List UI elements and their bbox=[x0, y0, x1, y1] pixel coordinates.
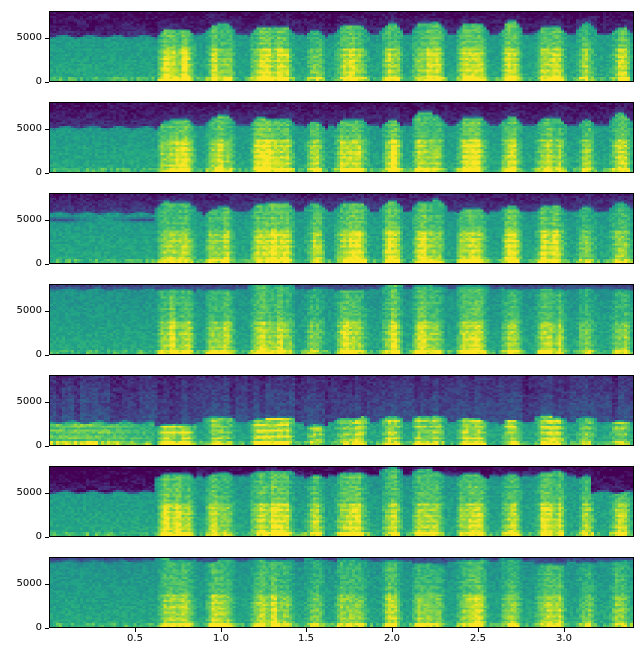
y-tick-label: 5000 bbox=[16, 487, 42, 498]
x-tick-mark bbox=[221, 628, 222, 632]
y-tick-label: 5000 bbox=[16, 214, 42, 225]
y-tick-label: 0 bbox=[35, 349, 42, 360]
y-tick-mark bbox=[45, 584, 49, 585]
y-tick-mark bbox=[45, 38, 49, 39]
spectrogram-heatmap-3 bbox=[50, 194, 633, 263]
y-tick-mark bbox=[45, 493, 49, 494]
x-tick-label: 3.0 bbox=[556, 633, 572, 644]
y-tick-mark bbox=[45, 129, 49, 130]
y-tick-mark bbox=[45, 446, 49, 447]
x-tick-mark bbox=[564, 628, 565, 632]
y-tick-label: 0 bbox=[35, 167, 42, 178]
spectrogram-heatmap-4 bbox=[50, 285, 633, 354]
x-tick-mark bbox=[135, 628, 136, 632]
y-tick-label: 0 bbox=[35, 258, 42, 269]
x-tick-label: 0.5 bbox=[127, 633, 143, 644]
spectrogram-panel-5 bbox=[49, 375, 634, 446]
y-tick-label: 5000 bbox=[16, 305, 42, 316]
y-tick-mark bbox=[45, 628, 49, 629]
x-tick-label: 2.5 bbox=[470, 633, 486, 644]
y-tick-mark bbox=[45, 311, 49, 312]
y-tick-mark bbox=[45, 82, 49, 83]
y-tick-mark bbox=[45, 537, 49, 538]
y-tick-label: 0 bbox=[35, 440, 42, 451]
x-tick-mark bbox=[478, 628, 479, 632]
spectrogram-heatmap-7 bbox=[50, 558, 633, 627]
y-tick-label: 5000 bbox=[16, 578, 42, 589]
spectrogram-heatmap-6 bbox=[50, 467, 633, 536]
y-tick-label: 5000 bbox=[16, 396, 42, 407]
spectrogram-panel-4 bbox=[49, 284, 634, 355]
spectrogram-heatmap-1 bbox=[50, 12, 633, 81]
x-tick-label: 1.5 bbox=[298, 633, 314, 644]
y-tick-mark bbox=[45, 355, 49, 356]
y-tick-label: 0 bbox=[35, 531, 42, 542]
y-tick-label: 0 bbox=[35, 622, 42, 633]
spectrogram-panel-6 bbox=[49, 466, 634, 537]
x-tick-label: 2.0 bbox=[384, 633, 400, 644]
spectrogram-heatmap-5 bbox=[50, 376, 633, 445]
spectrogram-panel-1 bbox=[49, 11, 634, 82]
spectrogram-panel-7 bbox=[49, 557, 634, 628]
spectrogram-heatmap-2 bbox=[50, 103, 633, 172]
x-tick-mark bbox=[306, 628, 307, 632]
y-tick-mark bbox=[45, 173, 49, 174]
y-tick-label: 0 bbox=[35, 76, 42, 87]
y-tick-label: 5000 bbox=[16, 32, 42, 43]
y-tick-label: 5000 bbox=[16, 123, 42, 134]
spectrogram-panel-2 bbox=[49, 102, 634, 173]
y-tick-mark bbox=[45, 402, 49, 403]
x-tick-label: 1.0 bbox=[213, 633, 229, 644]
y-tick-mark bbox=[45, 220, 49, 221]
spectrogram-panel-3 bbox=[49, 193, 634, 264]
y-tick-mark bbox=[45, 264, 49, 265]
x-tick-mark bbox=[392, 628, 393, 632]
